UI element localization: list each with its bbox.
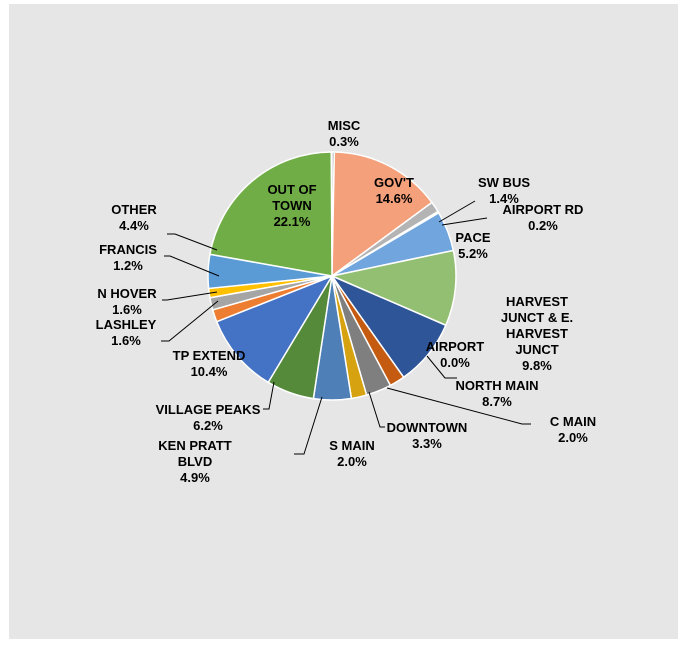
slice-label: N HOVER 1.6% <box>97 286 157 317</box>
leader-lines <box>161 200 531 455</box>
slice-label: VILLAGE PEAKS 6.2% <box>156 402 261 433</box>
leader-line <box>386 387 531 425</box>
slice-label: KEN PRATT BLVD 4.9% <box>158 438 231 485</box>
slice-label: PACE 5.2% <box>455 230 490 261</box>
pie-slices <box>207 151 457 401</box>
slice-label: NORTH MAIN 8.7% <box>455 378 538 409</box>
leader-line <box>263 381 275 410</box>
leader-line <box>426 355 457 379</box>
leader-line <box>368 391 385 428</box>
pie-slice-out-of-town <box>209 151 333 277</box>
slice-label: C MAIN 2.0% <box>550 414 596 445</box>
slice-label: HARVEST JUNCT & E. HARVEST JUNCT 9.8% <box>501 294 573 373</box>
pie-chart: MISC 0.3% GOV'T 14.6% SW BUS 1.4%AIRPORT RD 0.… <box>96 118 596 485</box>
slice-label: GOV'T 14.6% <box>374 175 414 206</box>
slice-label: AIRPORT 0.0% <box>426 339 485 370</box>
pie-slice-tp-extend <box>215 274 334 384</box>
slice-label: OTHER 4.4% <box>111 202 157 233</box>
slice-label: MISC 0.3% <box>328 118 361 149</box>
leader-line <box>164 255 220 277</box>
slice-label: AIRPORT RD 0.2% <box>503 202 584 233</box>
slice-label: S MAIN 2.0% <box>329 438 375 469</box>
slice-label: FRANCIS 1.2% <box>99 242 157 273</box>
leader-line <box>167 233 218 251</box>
slice-label: LASHLEY 1.6% <box>96 317 157 348</box>
leader-line <box>294 396 323 455</box>
slice-label: OUT OF TOWN 22.1% <box>267 182 316 229</box>
leader-line <box>438 200 476 223</box>
leader-line <box>162 291 218 301</box>
chart-area: MISC 0.3% GOV'T 14.6% SW BUS 1.4% AIRPORT RD 0.… <box>9 4 678 639</box>
slice-label: DOWNTOWN 3.3% <box>387 420 468 451</box>
pie-slice-gov-t <box>331 151 433 278</box>
slice-labels: MISC 0.3% GOV'T 14.6% SW BUS 1.4%AIRPORT RD 0.… <box>96 118 596 485</box>
leader-line <box>161 300 219 342</box>
pie-slice-harvest-junct-e-harvest-junct <box>329 249 457 327</box>
slice-label: TP EXTEND 10.4% <box>173 348 246 379</box>
leader-line <box>441 217 488 226</box>
slice-label: SW BUS 1.4% <box>478 175 530 206</box>
